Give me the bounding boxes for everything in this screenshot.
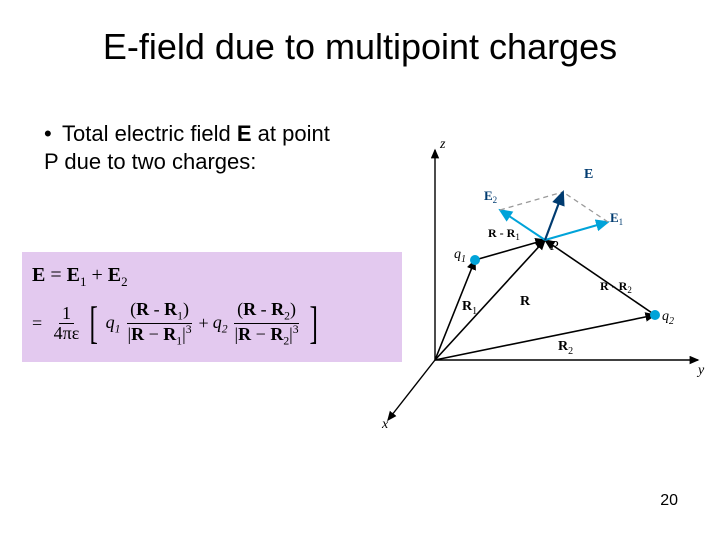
eq-line1: E = E1 + E2: [32, 264, 392, 290]
eq-equals: =: [45, 264, 66, 286]
eq-E: E: [32, 264, 45, 286]
lbl-R2: R2: [558, 339, 573, 357]
dot-q1: [470, 255, 480, 265]
axis-x: [388, 360, 435, 420]
bracket-left: [: [90, 305, 98, 342]
lbl-E1: E1: [610, 210, 623, 227]
bracket-right: ]: [309, 305, 317, 342]
eq-plus: +: [86, 264, 107, 286]
lbl-q2: q2: [662, 309, 674, 327]
eq-E2-sub: 2: [121, 274, 128, 289]
frac-term2: (R - R2) |R − R2|3: [232, 300, 302, 348]
bullet-lead: Total electric field: [62, 121, 237, 146]
vec-E1: [545, 222, 608, 240]
lbl-P: P: [549, 239, 559, 254]
dash-1: [563, 192, 608, 222]
vector-diagram: z y x P q1 q2 R R1 R2 R - R1 R - R2 E E1…: [380, 130, 710, 430]
vec-R-R1: [475, 240, 545, 260]
lbl-R: R: [520, 294, 531, 309]
bullet-E: E: [237, 121, 252, 146]
page-number: 20: [660, 492, 678, 510]
eq-line2: = 1 4πε [ q1 (R - R1) |R − R1|3 + q2 (R …: [32, 300, 392, 348]
eq-E2: E: [108, 264, 121, 286]
bullet-text: •Total electric field E at point P due t…: [44, 120, 344, 175]
eq-plus2: +: [199, 313, 209, 334]
frac-1over4pe: 1 4πε: [51, 304, 83, 343]
vec-R2: [435, 315, 655, 360]
lbl-z: z: [439, 137, 446, 152]
lbl-R1: R1: [462, 299, 477, 317]
dash-2: [500, 192, 563, 210]
equation-box: E = E1 + E2 = 1 4πε [ q1 (R - R1) |R − R…: [22, 252, 402, 362]
bullet-dot: •: [44, 120, 62, 148]
lbl-RmR2: R - R2: [600, 279, 632, 295]
lbl-x: x: [381, 417, 389, 430]
eq-leading-eq: =: [32, 313, 47, 334]
eq-E1: E: [67, 264, 80, 286]
lbl-y: y: [696, 363, 705, 378]
lbl-E2: E2: [484, 188, 497, 205]
q2: q2: [213, 312, 228, 336]
frac-num: 1: [59, 304, 74, 324]
lbl-E: E: [584, 167, 593, 182]
dot-q2: [650, 310, 660, 320]
vec-R-R2: [545, 240, 655, 315]
vec-E: [545, 192, 563, 240]
q1: q1: [106, 312, 121, 336]
lbl-RmR1: R - R1: [488, 226, 520, 242]
frac-term1: (R - R1) |R − R1|3: [124, 300, 194, 348]
slide-title: E-field due to multipoint charges: [0, 26, 720, 68]
lbl-q1: q1: [454, 247, 466, 265]
frac-den: 4πε: [54, 323, 80, 343]
